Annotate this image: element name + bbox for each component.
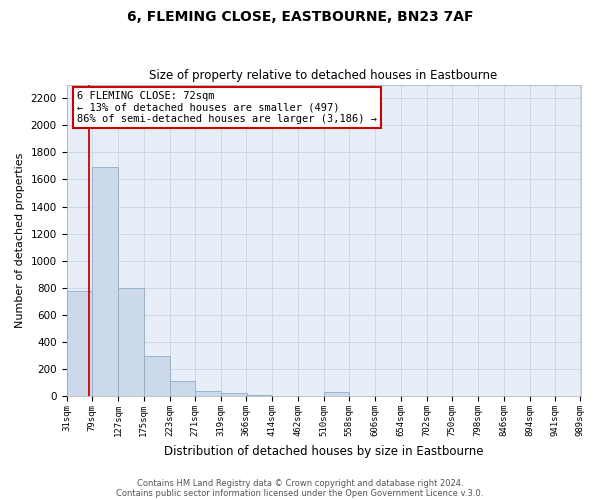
Text: Contains public sector information licensed under the Open Government Licence v.: Contains public sector information licen… [116, 488, 484, 498]
X-axis label: Distribution of detached houses by size in Eastbourne: Distribution of detached houses by size … [164, 444, 483, 458]
Bar [195, 391, 221, 396]
Text: Contains HM Land Registry data © Crown copyright and database right 2024.: Contains HM Land Registry data © Crown c… [137, 478, 463, 488]
Bar [144, 356, 170, 397]
Text: 6 FLEMING CLOSE: 72sqm
← 13% of detached houses are smaller (497)
86% of semi-de: 6 FLEMING CLOSE: 72sqm ← 13% of detached… [77, 91, 377, 124]
Title: Size of property relative to detached houses in Eastbourne: Size of property relative to detached ho… [149, 69, 497, 82]
Bar [92, 167, 118, 396]
Bar [246, 395, 272, 396]
Bar [323, 392, 349, 396]
Bar [67, 290, 92, 397]
Y-axis label: Number of detached properties: Number of detached properties [15, 152, 25, 328]
Bar [221, 393, 247, 396]
Bar [118, 288, 144, 397]
Text: 6, FLEMING CLOSE, EASTBOURNE, BN23 7AF: 6, FLEMING CLOSE, EASTBOURNE, BN23 7AF [127, 10, 473, 24]
Bar [170, 380, 195, 396]
